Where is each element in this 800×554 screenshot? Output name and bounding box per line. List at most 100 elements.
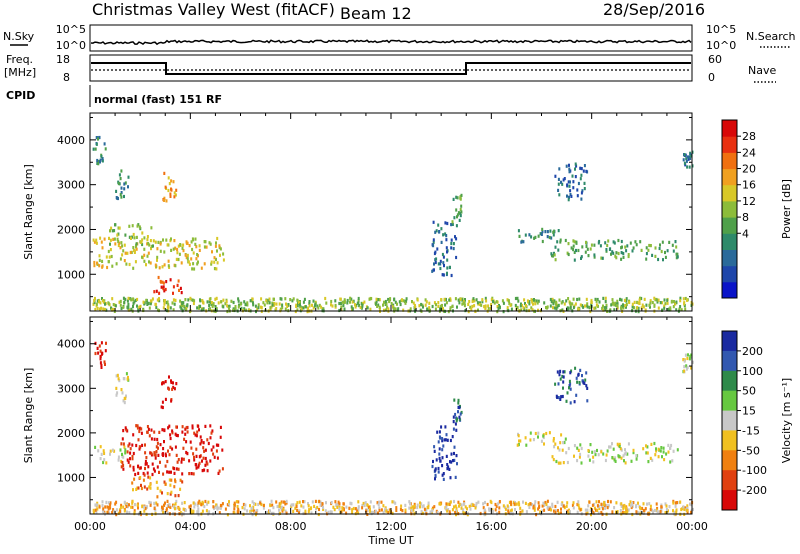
power-cell xyxy=(437,301,440,305)
velocity-cell xyxy=(552,437,555,441)
velocity-cell xyxy=(607,499,609,504)
power-cell xyxy=(366,306,369,310)
power-cell xyxy=(604,296,607,300)
power-cell xyxy=(159,279,162,284)
noise-right-tick-bottom: 10^0 xyxy=(706,39,736,52)
velocity-cell xyxy=(296,501,299,505)
velocity-cell xyxy=(147,475,150,479)
velocity-cell xyxy=(468,504,471,508)
power-cell xyxy=(226,304,229,308)
velocity-cell xyxy=(109,449,112,453)
power-cell xyxy=(585,244,588,248)
power-cell xyxy=(111,264,114,268)
power-cell xyxy=(564,238,567,243)
power-cell xyxy=(109,229,111,233)
power-cell xyxy=(567,198,570,202)
power-cell xyxy=(567,252,570,257)
velocity-cell xyxy=(580,446,583,451)
power-cell xyxy=(174,298,177,302)
power-cell xyxy=(620,298,623,302)
power-cell xyxy=(154,240,157,244)
velocity-cell xyxy=(242,502,245,507)
noise-left-tick-bottom: 10^0 xyxy=(56,39,86,52)
velocity-cell xyxy=(249,504,251,508)
velocity-cell xyxy=(197,465,200,469)
velocity-cell xyxy=(170,478,173,482)
power-cell xyxy=(582,169,585,173)
power-cell xyxy=(639,296,641,300)
velocity-cell xyxy=(124,502,127,506)
velocity-cell xyxy=(548,431,551,435)
power-cell xyxy=(549,304,552,308)
power-cell xyxy=(123,259,126,263)
power-cell xyxy=(211,250,213,254)
velocity-cell xyxy=(668,505,671,509)
power-cell xyxy=(613,308,616,312)
power-cell xyxy=(448,298,451,302)
power-cell xyxy=(501,299,504,303)
power-cell xyxy=(370,297,373,301)
velocity-cell xyxy=(206,469,209,473)
velocity-cell xyxy=(562,386,564,390)
velocity-cell xyxy=(104,362,106,366)
velocity-cell xyxy=(200,503,203,507)
power-cell xyxy=(664,250,666,255)
velocity-cell xyxy=(169,505,172,509)
velocity-cell xyxy=(597,511,600,515)
power-cell xyxy=(170,179,173,183)
velocity-cell xyxy=(177,506,180,510)
power-cell xyxy=(117,181,120,186)
velocity-cell xyxy=(131,501,134,505)
velocity-cell xyxy=(175,467,178,471)
power-cell xyxy=(535,299,538,303)
velocity-cell xyxy=(551,504,554,508)
velocity-cell xyxy=(626,509,629,514)
power-cell xyxy=(562,178,565,182)
power-cell xyxy=(502,301,505,305)
power-cell xyxy=(174,246,177,250)
velocity-cell xyxy=(565,504,568,508)
velocity-cell xyxy=(445,502,448,506)
power-cell xyxy=(628,300,631,304)
power-cell xyxy=(685,157,688,161)
power-cell xyxy=(625,249,628,253)
power-cell xyxy=(453,216,456,220)
velocity-cell xyxy=(209,459,212,463)
velocity-cell xyxy=(575,376,578,380)
velocity-cell xyxy=(537,431,540,435)
y-tick-label: 3000 xyxy=(57,179,85,192)
power-cell xyxy=(112,307,115,312)
velocity-cell xyxy=(628,503,631,507)
power-cell xyxy=(569,189,572,193)
power-cell xyxy=(442,255,445,259)
velocity-cell xyxy=(124,426,127,430)
power-cell xyxy=(268,297,271,301)
power-cell xyxy=(595,303,598,307)
power-cell xyxy=(668,240,671,244)
velocity-cell xyxy=(342,502,345,506)
power-cell xyxy=(413,308,416,312)
power-frame xyxy=(89,112,693,312)
power-cell xyxy=(165,280,168,284)
power-cell xyxy=(131,224,134,228)
velocity-cell xyxy=(513,502,516,506)
velocity-cell xyxy=(102,510,105,514)
power-cell xyxy=(558,298,561,302)
nsky-label: N.Sky xyxy=(3,30,35,43)
power-cell xyxy=(541,227,544,231)
velocity-cell xyxy=(548,507,551,511)
power-cell xyxy=(683,302,686,306)
power-cell xyxy=(338,301,341,306)
colorbar-swatch xyxy=(722,450,737,471)
power-cell xyxy=(435,229,438,233)
power-cell xyxy=(275,307,278,311)
velocity-cell xyxy=(116,391,119,395)
velocity-cell xyxy=(483,508,486,512)
power-cell xyxy=(654,246,657,250)
power-cell xyxy=(633,306,635,310)
velocity-cell xyxy=(559,461,562,465)
velocity-cell xyxy=(519,510,522,514)
power-cell xyxy=(190,257,193,261)
power-cell xyxy=(211,304,214,309)
power-cell xyxy=(163,263,166,267)
